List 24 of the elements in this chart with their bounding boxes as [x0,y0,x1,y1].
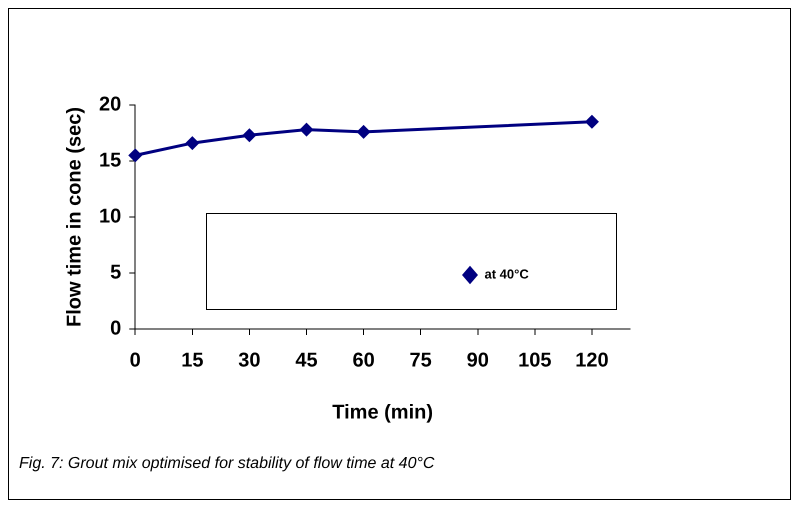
y-tick-label: 0 [110,318,122,340]
legend-label: at 40°C [484,266,530,282]
y-tick-label: 10 [98,206,122,228]
point [584,114,599,129]
x-tick-label: 0 [130,350,141,372]
point [356,124,371,139]
y-tick-label: 15 [98,150,122,172]
x-tick-label: 75 [410,350,432,372]
x-tick-label: 90 [466,350,489,372]
point [300,122,314,137]
x-tick-label: 105 [518,350,552,372]
y-tick-label: 20 [98,94,122,116]
x-tick-label: 30 [238,350,261,372]
x-tick-label: 120 [575,350,609,372]
point [128,148,142,162]
caption: Fig. 7: Grout mix optimised for stability of flow time at 40°C [19,455,434,473]
x-axis-title: Time (min) [332,402,434,424]
x-tick-label: 15 [181,350,204,372]
y-tick-label: 5 [110,262,122,284]
x-tick-label: 45 [295,350,318,372]
point [242,128,256,142]
y-axis-title: Flow time in cone (sec) [64,106,86,328]
x-tick-label: 60 [352,350,375,372]
point [185,136,200,150]
